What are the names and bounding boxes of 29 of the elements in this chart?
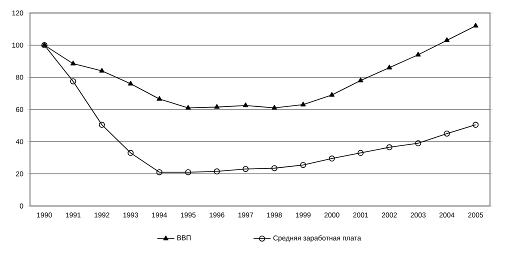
point bbox=[185, 169, 192, 176]
point bbox=[70, 60, 76, 66]
point bbox=[242, 166, 249, 172]
point bbox=[156, 169, 162, 176]
point bbox=[70, 78, 76, 84]
point bbox=[472, 22, 478, 28]
point bbox=[358, 150, 364, 156]
point bbox=[99, 68, 105, 73]
point bbox=[415, 52, 421, 57]
point bbox=[242, 102, 248, 108]
point bbox=[98, 122, 105, 128]
point bbox=[415, 140, 422, 146]
point bbox=[444, 130, 450, 137]
point bbox=[128, 80, 134, 86]
point bbox=[214, 104, 220, 109]
point bbox=[358, 78, 364, 82]
point bbox=[300, 102, 306, 106]
point bbox=[272, 104, 278, 110]
point bbox=[444, 37, 450, 42]
point bbox=[128, 150, 134, 156]
point bbox=[386, 144, 392, 150]
point bbox=[156, 96, 162, 101]
point bbox=[214, 168, 220, 174]
point bbox=[386, 64, 392, 70]
point bbox=[328, 156, 335, 162]
point bbox=[185, 104, 191, 110]
point bbox=[300, 162, 306, 168]
point bbox=[329, 92, 335, 97]
point bbox=[271, 165, 278, 172]
